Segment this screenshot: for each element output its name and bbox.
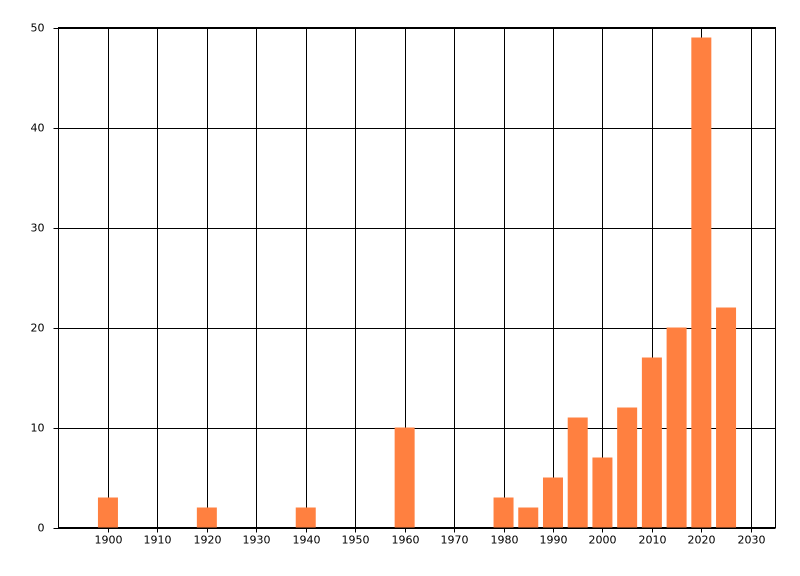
y-tick-label: 40 <box>31 122 45 135</box>
x-tick-label: 2010 <box>639 534 667 547</box>
bar <box>567 417 588 528</box>
x-tick-label: 1970 <box>441 534 469 547</box>
plot-frame <box>58 27 776 528</box>
bar <box>97 497 118 528</box>
x-tick-label: 1940 <box>293 534 321 547</box>
bar <box>666 327 687 528</box>
x-tick-label: 1900 <box>95 534 123 547</box>
bar <box>592 457 613 528</box>
bar <box>518 507 539 528</box>
y-tick-label: 0 <box>38 522 45 535</box>
y-tick-label: 30 <box>31 222 45 235</box>
bar <box>716 307 737 528</box>
x-tick-label: 2030 <box>738 534 766 547</box>
x-tick-label: 1910 <box>144 534 172 547</box>
x-tick-label: 1980 <box>491 534 519 547</box>
bar <box>295 507 316 528</box>
x-tick-label: 2020 <box>688 534 716 547</box>
y-tick-label: 50 <box>31 22 45 35</box>
x-tick-label: 1930 <box>243 534 271 547</box>
x-tick-label: 1920 <box>194 534 222 547</box>
bar <box>394 427 415 528</box>
x-tick-label: 1950 <box>342 534 370 547</box>
x-tick-label: 2000 <box>589 534 617 547</box>
bar <box>493 497 514 528</box>
bar <box>542 477 563 528</box>
y-tick-label: 10 <box>31 422 45 435</box>
bar <box>641 357 662 528</box>
x-tick-label: 1990 <box>540 534 568 547</box>
bar <box>617 407 638 528</box>
bar <box>196 507 217 528</box>
y-tick-label: 20 <box>31 322 45 335</box>
bar <box>691 37 712 528</box>
x-tick-label: 1960 <box>392 534 420 547</box>
